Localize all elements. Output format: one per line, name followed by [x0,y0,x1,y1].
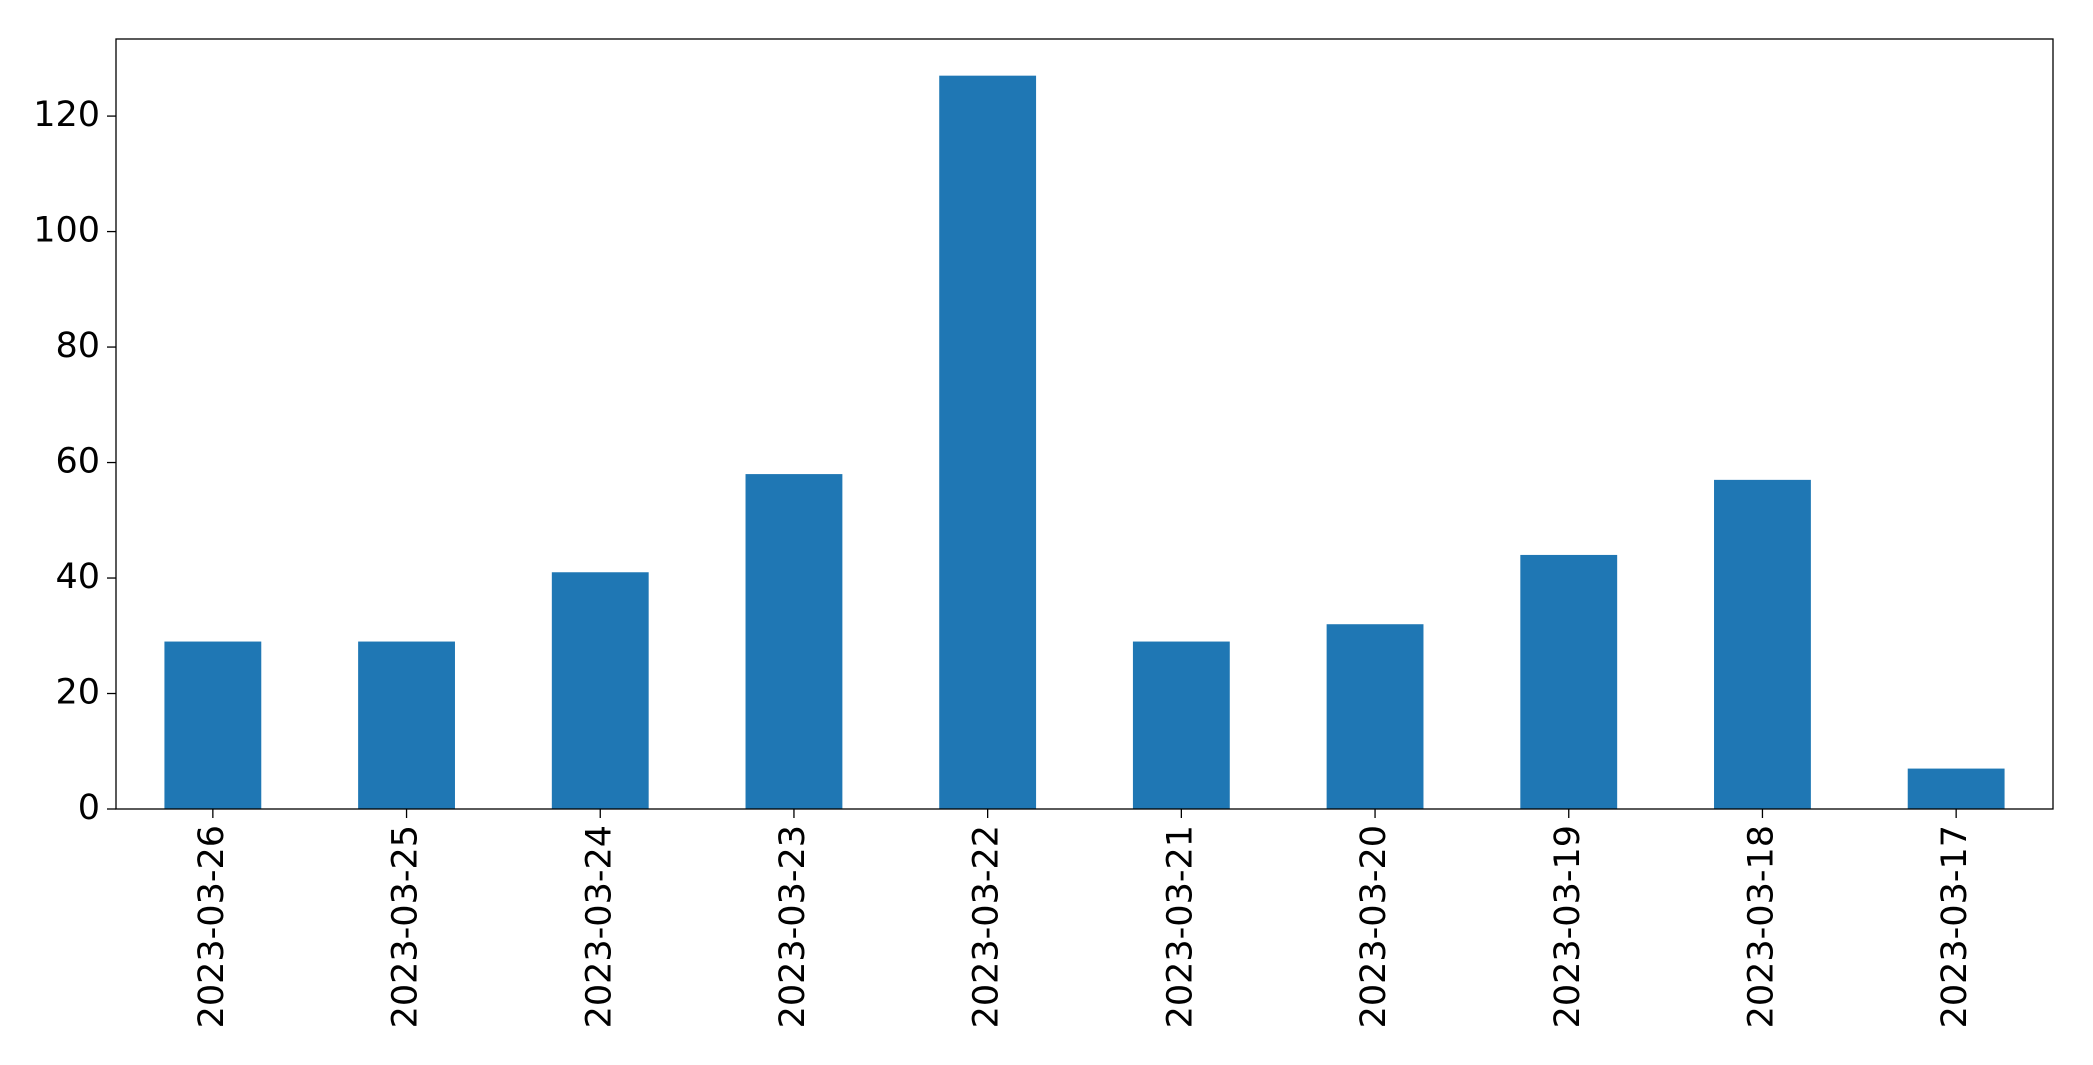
x-tick-label: 2023-03-21 [1160,825,1200,1028]
bar [358,641,455,809]
x-tick-label: 2023-03-23 [773,825,813,1028]
y-tick-label: 40 [55,557,100,597]
x-tick-label: 2023-03-18 [1741,825,1781,1028]
bar [1520,554,1618,809]
x-tick-label: 2023-03-25 [386,825,426,1028]
y-tick-label: 100 [33,211,100,251]
bar [551,572,649,809]
bar [745,474,843,809]
y-tick-label: 120 [33,95,100,135]
bar [1907,768,2005,809]
x-tick-label: 2023-03-19 [1548,825,1588,1028]
x-tick-label: 2023-03-22 [967,825,1007,1028]
x-tick-label: 2023-03-20 [1354,825,1394,1028]
bar [164,641,262,809]
x-tick-label: 2023-03-24 [579,825,619,1028]
plot-frame [115,38,2054,810]
y-tick-label: 20 [55,673,100,713]
bar [939,75,1037,809]
y-tick-label: 80 [55,326,100,366]
bar [1326,624,1424,809]
y-tick-label: 0 [78,788,100,828]
x-tick-label: 2023-03-26 [192,825,232,1028]
x-tick-label: 2023-03-17 [1935,825,1975,1028]
bar [1714,479,1811,809]
bar [1132,641,1230,809]
y-tick-label: 60 [55,442,100,482]
